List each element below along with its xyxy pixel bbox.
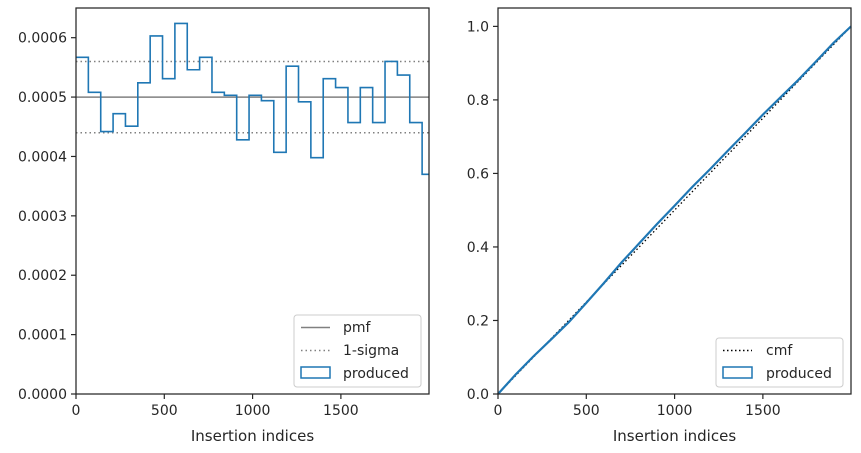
legend-sigma-label: 1-sigma: [343, 343, 399, 359]
legend-produced-label-right: produced: [766, 366, 832, 382]
legend-pmf-label: pmf: [343, 320, 372, 336]
left-plot-content: [76, 22, 429, 176]
legend-produced-label: produced: [343, 366, 409, 382]
legend-produced-swatch-right: [722, 366, 753, 379]
x-tick-label: 500: [151, 403, 178, 419]
y-tick-label: 0.0002: [18, 268, 67, 284]
left-axes: 0 500 1000 1500 0.0000 0.0001 0.0002 0.0003 0.00…: [18, 31, 359, 419]
left-x-axis-title: Insertion indices: [191, 427, 314, 445]
y-tick-label: 0.0003: [18, 209, 67, 225]
x-tick-label: 500: [573, 403, 600, 419]
y-tick-label: 0.0001: [18, 328, 67, 344]
y-tick-label: 0.0005: [18, 90, 67, 106]
right-chart: 0 500 1000 1500 0.0 0.2 0.4 0.6 0.8 1.0 Insertion…: [467, 7, 852, 445]
y-tick-label: 0.8: [467, 93, 489, 109]
x-tick-label: 1500: [745, 403, 781, 419]
right-legend: cmf produced: [715, 337, 844, 388]
left-chart: 0 500 1000 1500 0.0000 0.0001 0.0002 0.0003 0.00…: [18, 7, 430, 445]
x-tick-label: 1500: [323, 403, 359, 419]
right-axes: 0 500 1000 1500 0.0 0.2 0.4 0.6 0.8 1.0: [467, 19, 781, 419]
y-tick-label: 0.2: [467, 313, 489, 329]
right-plot-area: [498, 8, 851, 394]
y-tick-label: 0.0: [467, 387, 489, 403]
y-tick-label: 0.0000: [18, 387, 67, 403]
left-legend: pmf 1-sigma produced: [293, 314, 422, 388]
legend-produced-swatch: [300, 366, 331, 379]
y-tick-label: 0.6: [467, 166, 489, 182]
produced-cumulative-line: [497, 25, 852, 395]
y-tick-label: 0.4: [467, 240, 489, 256]
left-plot-frame: [75, 7, 430, 395]
y-tick-label: 0.0004: [18, 149, 67, 165]
y-tick-label: 1.0: [467, 19, 489, 35]
right-x-axis-title: Insertion indices: [613, 427, 736, 445]
legend-cmf-label: cmf: [766, 343, 793, 359]
x-tick-label: 0: [494, 403, 503, 419]
x-tick-label: 1000: [235, 403, 271, 419]
right-plot-content: [497, 25, 852, 395]
produced-step-line: [76, 22, 429, 176]
x-tick-label: 0: [72, 403, 81, 419]
y-tick-label: 0.0006: [18, 31, 67, 47]
right-plot-frame: [497, 7, 852, 395]
left-legend-box: [293, 314, 422, 388]
x-tick-label: 1000: [657, 403, 693, 419]
